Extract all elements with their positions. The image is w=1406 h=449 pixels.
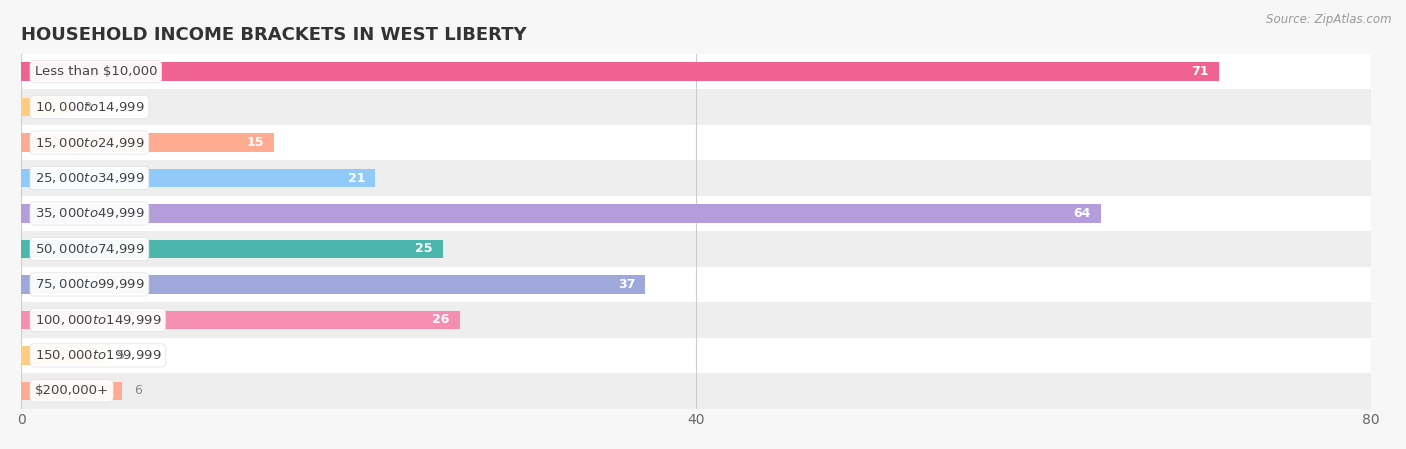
Text: 25: 25 bbox=[415, 242, 433, 255]
Bar bbox=[21, 231, 1371, 267]
Text: 21: 21 bbox=[347, 172, 366, 185]
Bar bbox=[21, 275, 645, 294]
Text: Less than $10,000: Less than $10,000 bbox=[35, 65, 157, 78]
Text: $200,000+: $200,000+ bbox=[35, 384, 108, 397]
Bar bbox=[21, 160, 1371, 196]
Bar bbox=[21, 133, 274, 152]
Text: 5: 5 bbox=[117, 349, 125, 362]
Text: 37: 37 bbox=[617, 278, 636, 291]
Bar bbox=[21, 204, 1101, 223]
Text: $35,000 to $49,999: $35,000 to $49,999 bbox=[35, 207, 145, 220]
Text: 15: 15 bbox=[246, 136, 264, 149]
Bar bbox=[21, 267, 1371, 302]
Bar bbox=[21, 382, 122, 400]
Bar bbox=[21, 62, 1219, 81]
Bar bbox=[21, 98, 72, 116]
Bar bbox=[21, 373, 1371, 409]
Bar bbox=[21, 240, 443, 258]
Bar bbox=[21, 338, 1371, 373]
Text: $15,000 to $24,999: $15,000 to $24,999 bbox=[35, 136, 145, 150]
Text: $100,000 to $149,999: $100,000 to $149,999 bbox=[35, 313, 162, 327]
Bar bbox=[21, 346, 105, 365]
Text: $10,000 to $14,999: $10,000 to $14,999 bbox=[35, 100, 145, 114]
Text: 26: 26 bbox=[432, 313, 450, 326]
Bar bbox=[21, 169, 375, 187]
Text: $50,000 to $74,999: $50,000 to $74,999 bbox=[35, 242, 145, 256]
Text: $150,000 to $199,999: $150,000 to $199,999 bbox=[35, 348, 162, 362]
Bar bbox=[21, 54, 1371, 89]
Text: 71: 71 bbox=[1191, 65, 1209, 78]
Text: $25,000 to $34,999: $25,000 to $34,999 bbox=[35, 171, 145, 185]
Bar bbox=[21, 311, 460, 329]
Text: 64: 64 bbox=[1073, 207, 1091, 220]
Text: $75,000 to $99,999: $75,000 to $99,999 bbox=[35, 277, 145, 291]
Text: HOUSEHOLD INCOME BRACKETS IN WEST LIBERTY: HOUSEHOLD INCOME BRACKETS IN WEST LIBERT… bbox=[21, 26, 527, 44]
Text: 3: 3 bbox=[83, 101, 91, 114]
Text: Source: ZipAtlas.com: Source: ZipAtlas.com bbox=[1267, 13, 1392, 26]
Bar bbox=[21, 196, 1371, 231]
Text: 6: 6 bbox=[134, 384, 142, 397]
Bar bbox=[21, 125, 1371, 160]
Bar bbox=[21, 302, 1371, 338]
Bar bbox=[21, 89, 1371, 125]
